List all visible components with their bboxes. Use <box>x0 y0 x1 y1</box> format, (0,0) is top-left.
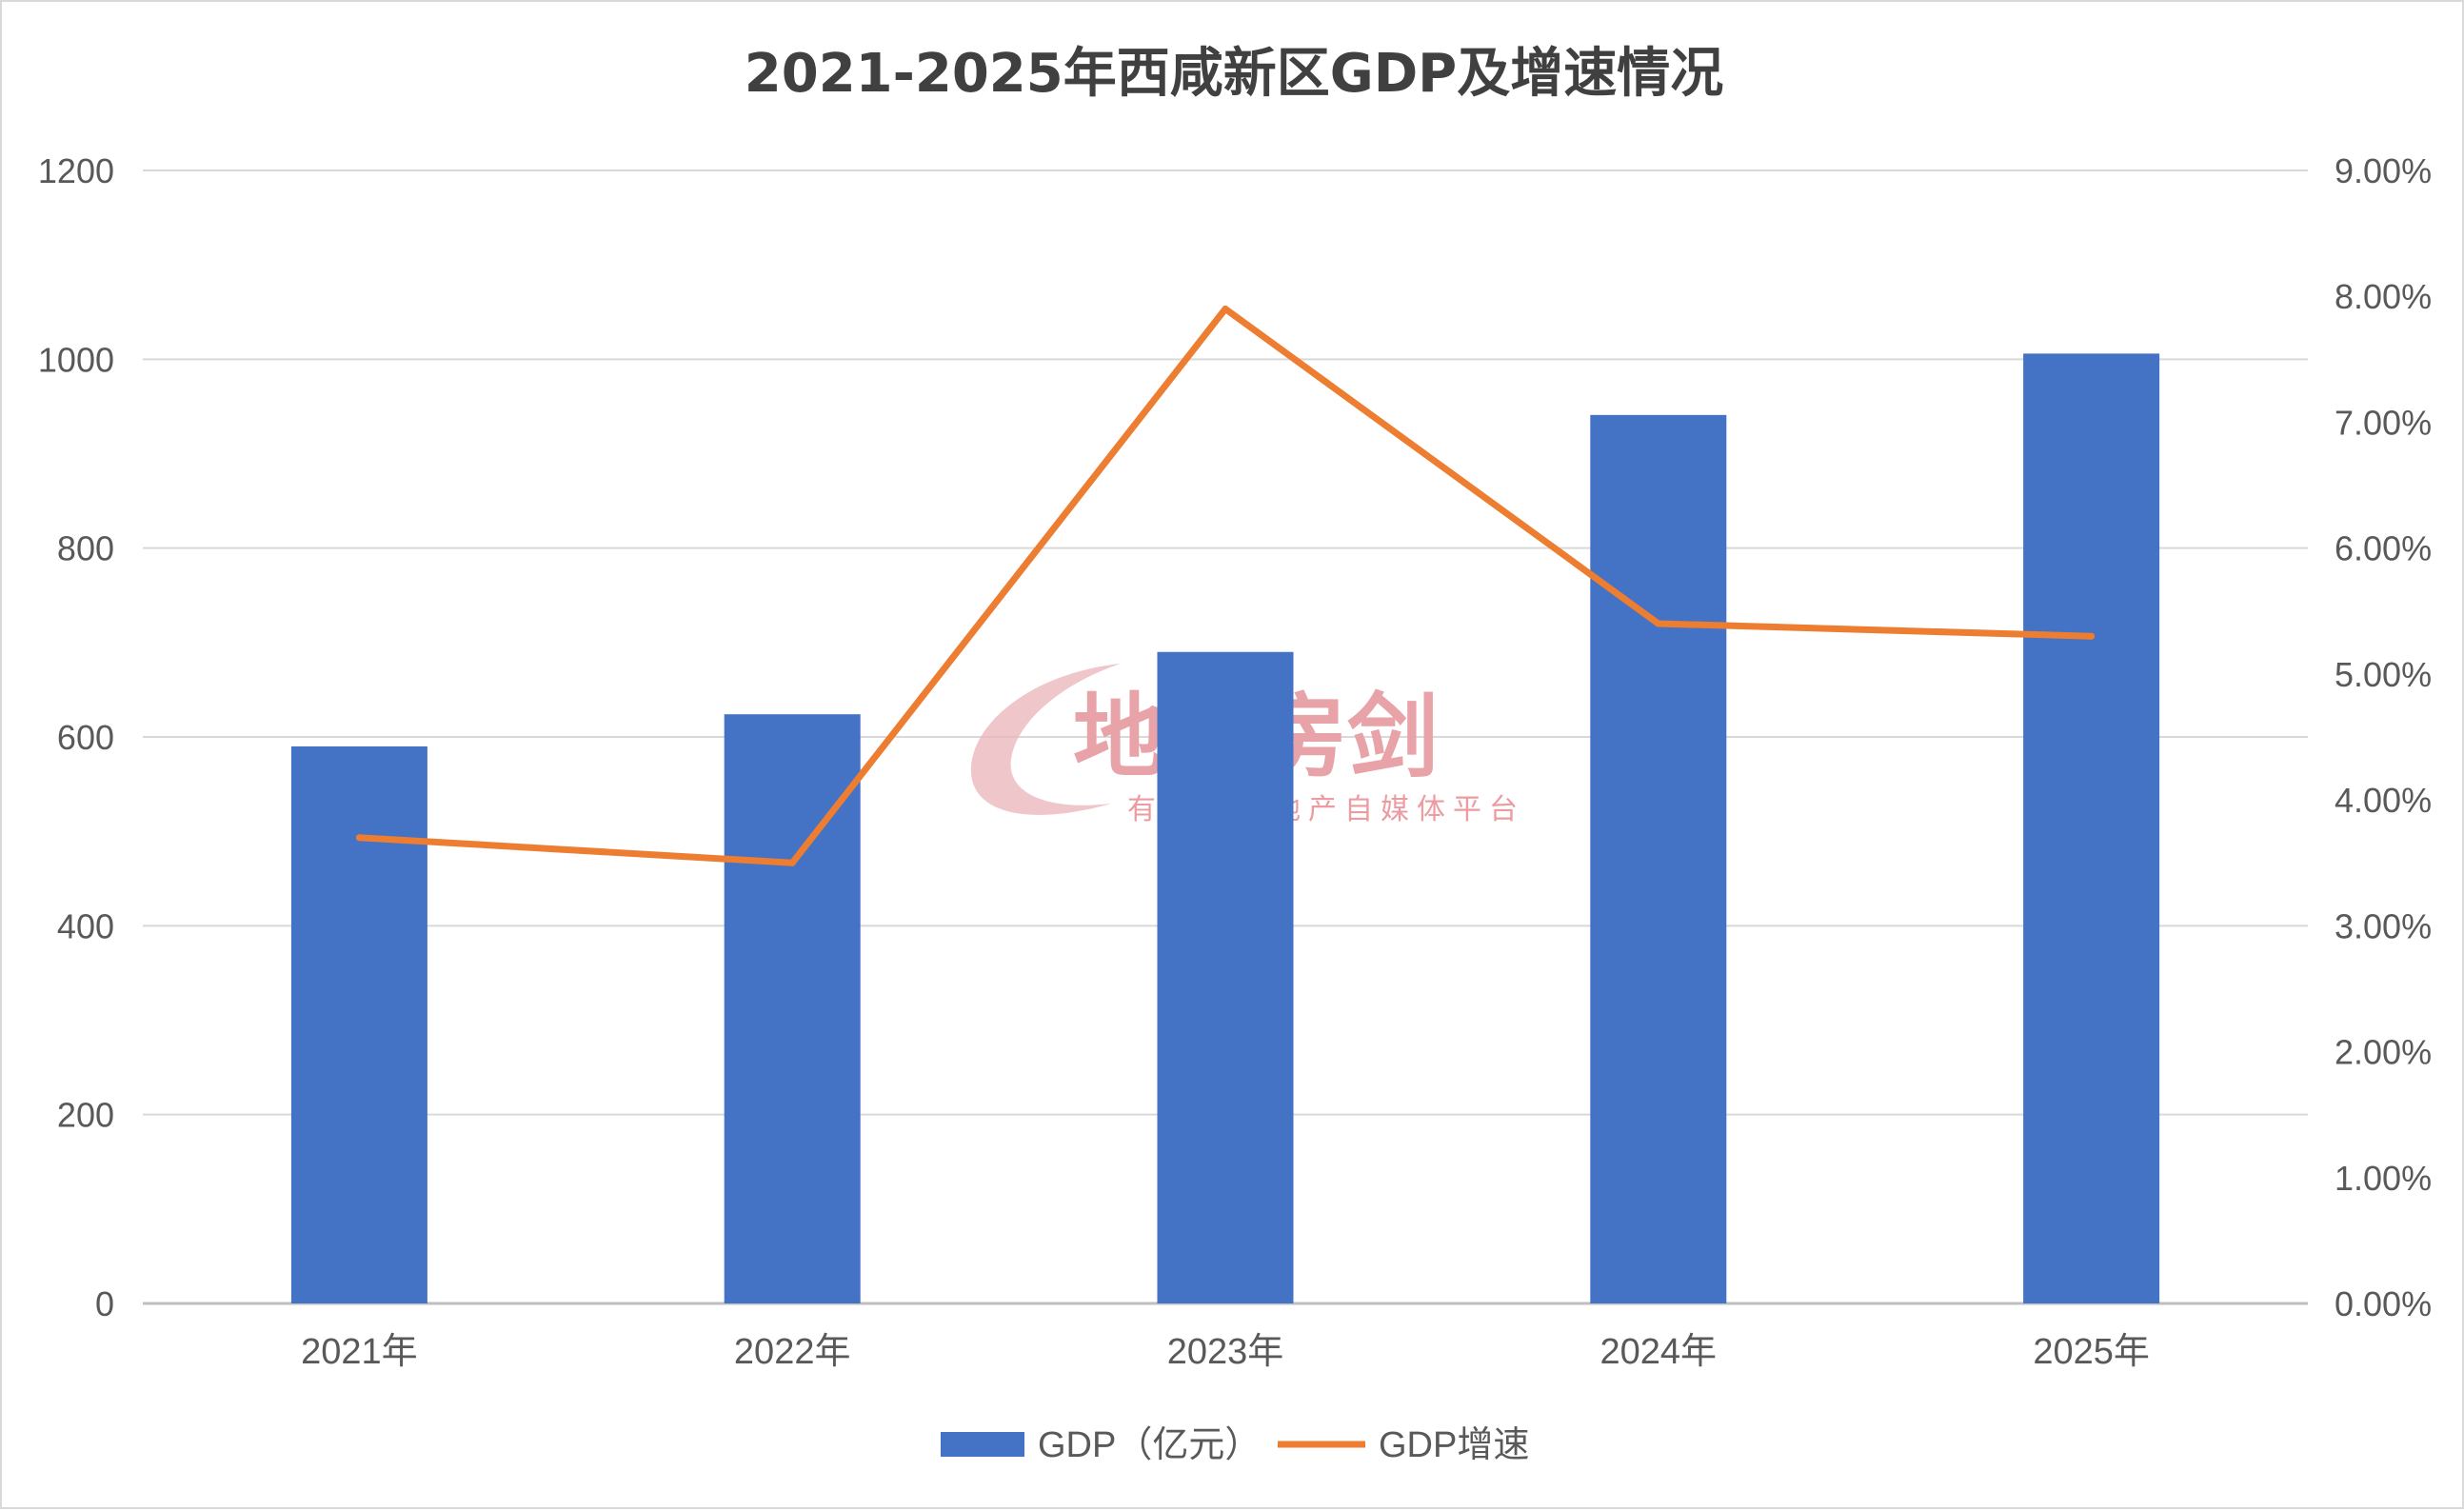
legend-line-label: GDP增速 <box>1379 1425 1529 1465</box>
bar <box>290 746 427 1303</box>
right-axis-tick-label: 9.00% <box>2335 151 2432 190</box>
right-axis-tick-label: 8.00% <box>2335 277 2432 316</box>
legend: GDP（亿元） GDP增速 <box>941 1425 1529 1465</box>
legend-bar-label: GDP（亿元） <box>1038 1425 1261 1465</box>
left-axis-tick-label: 600 <box>57 718 114 757</box>
bar <box>1590 414 1727 1303</box>
x-axis-tick-label: 2024年 <box>1600 1332 1718 1372</box>
bar <box>1157 651 1294 1303</box>
growth-point <box>788 859 796 866</box>
x-axis-tick-label: 2025年 <box>2033 1332 2150 1372</box>
right-axis-tick-label: 4.00% <box>2335 781 2432 820</box>
right-axis-tick-label: 1.00% <box>2335 1159 2432 1198</box>
x-axis: 2021年 2022年 2023年 2024年 2025年 <box>301 1332 2150 1372</box>
left-axis-tick-label: 0 <box>95 1284 114 1323</box>
line-layer <box>355 305 2096 866</box>
left-axis: 0 200 400 600 800 1000 1200 <box>38 151 114 1323</box>
bar <box>724 714 861 1303</box>
growth-point <box>2088 632 2096 640</box>
left-axis-tick-label: 1000 <box>38 340 114 379</box>
watermark-logo-swoosh <box>970 664 1121 815</box>
right-axis-tick-label: 6.00% <box>2335 529 2432 568</box>
x-axis-tick-label: 2022年 <box>734 1332 851 1372</box>
right-axis-tick-label: 5.00% <box>2335 655 2432 694</box>
bars-layer <box>290 353 2160 1304</box>
right-axis-tick-label: 7.00% <box>2335 403 2432 442</box>
right-axis: 0.00% 1.00% 2.00% 3.00% 4.00% 5.00% 6.00% 7.00%… <box>2335 151 2432 1323</box>
x-axis-tick-label: 2021年 <box>301 1332 418 1372</box>
growth-point <box>1222 305 1229 312</box>
right-axis-tick-label: 3.00% <box>2335 906 2432 945</box>
x-axis-tick-label: 2023年 <box>1167 1332 1284 1372</box>
left-axis-tick-label: 1200 <box>38 151 114 190</box>
growth-point <box>1655 620 1662 627</box>
right-axis-tick-label: 2.00% <box>2335 1033 2432 1072</box>
right-axis-tick-label: 0.00% <box>2335 1284 2432 1323</box>
left-axis-tick-label: 800 <box>57 529 114 568</box>
left-axis-tick-label: 400 <box>57 906 114 945</box>
growth-point <box>355 834 363 842</box>
chart-title: 2021-2025年西咸新区GDP及增速情况 <box>744 43 1724 105</box>
bar <box>2023 353 2160 1304</box>
legend-bar-swatch <box>941 1432 1024 1457</box>
left-axis-tick-label: 200 <box>57 1096 114 1135</box>
